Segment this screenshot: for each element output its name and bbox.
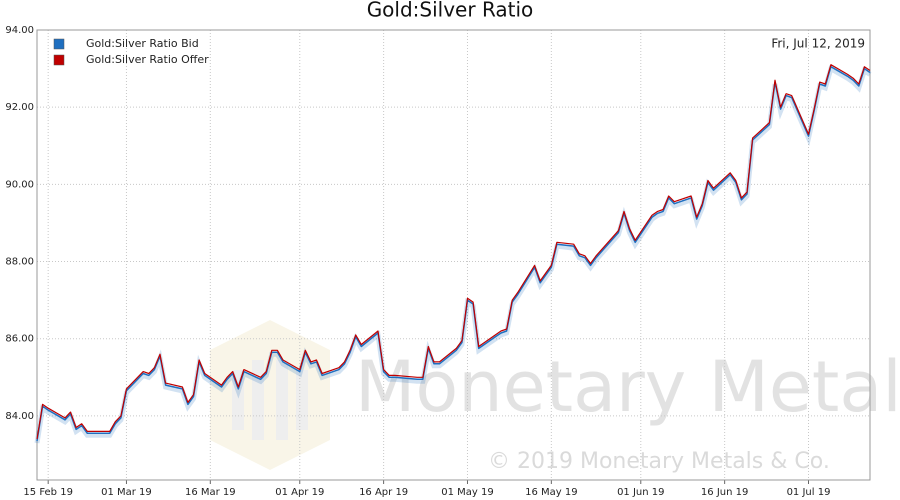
copyright: © 2019 Monetary Metals & Co. — [488, 449, 830, 474]
y-tick-label: 84.00 — [5, 411, 34, 422]
y-tick-label: 90.00 — [5, 179, 34, 190]
x-tick-label: 16 Jun 19 — [701, 487, 748, 498]
x-tick-label: 01 Jun 19 — [617, 487, 664, 498]
x-tick-label: 16 Apr 19 — [359, 487, 408, 498]
plot-border — [36, 29, 871, 481]
series-line — [36, 64, 871, 440]
x-tick-label: 01 Apr 19 — [275, 487, 324, 498]
y-tick-label: 88.00 — [5, 257, 34, 268]
y-tick-label: 92.00 — [5, 102, 34, 113]
legend-label: Gold:Silver Ratio Offer — [86, 53, 209, 66]
x-tick-label: 01 Jul 19 — [787, 487, 831, 498]
x-tick-label: 01 May 19 — [441, 487, 493, 498]
x-tick-label: 16 May 19 — [525, 487, 577, 498]
watermark: Monetary Metals — [355, 346, 900, 428]
x-tick-label: 01 Mar 19 — [101, 487, 152, 498]
x-tick-label: 16 Mar 19 — [185, 487, 236, 498]
legend-label: Gold:Silver Ratio Bid — [86, 37, 199, 50]
x-tick-label: 15 Feb 19 — [23, 487, 73, 498]
y-tick-label: 94.00 — [5, 25, 34, 36]
legend-swatch — [53, 54, 65, 66]
legend-swatch — [53, 38, 65, 50]
watermark-logo — [210, 320, 330, 470]
y-tick-label: 86.00 — [5, 334, 34, 345]
date-label: Fri, Jul 12, 2019 — [771, 37, 865, 51]
chart-title: Gold:Silver Ratio — [367, 0, 534, 22]
